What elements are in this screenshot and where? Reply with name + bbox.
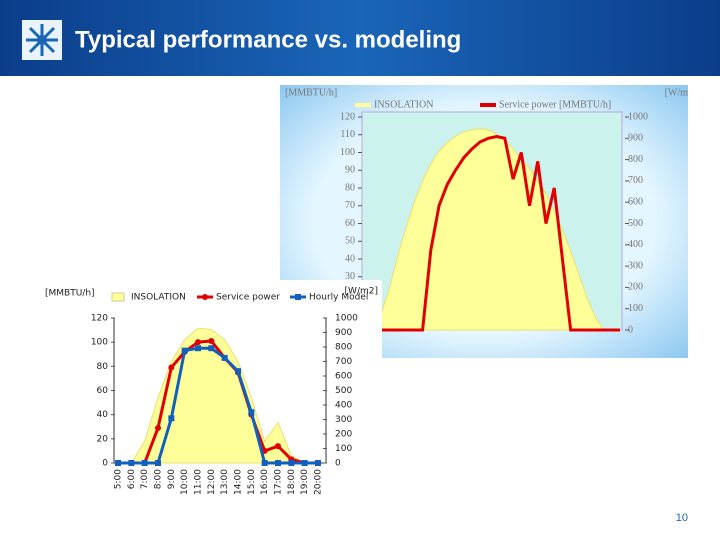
- x-tick-label: 8:00: [154, 469, 164, 489]
- point-marker: [115, 460, 121, 466]
- y-tick-label: 90: [345, 165, 355, 176]
- y-tick-label: 60: [97, 386, 109, 396]
- point-marker: [128, 460, 135, 466]
- point-marker: [155, 424, 161, 431]
- y2-tick-label: 600: [628, 196, 643, 207]
- legend-label: Hourly Model: [309, 293, 368, 303]
- front-chart: 0 20 40 60 80 100 120 0 100 200 300 400 500 600 700 800…: [30, 280, 382, 502]
- back-chart: 30 40 50 60 70 80 90 100 110 120 0 100 200 300 400 500 6…: [280, 85, 688, 358]
- x-tick-label: 11:00: [194, 469, 204, 495]
- point-marker: [168, 364, 175, 371]
- point-marker: [208, 337, 215, 344]
- y2-tick-label: 700: [335, 357, 352, 367]
- legend-marker: [202, 294, 208, 300]
- point-marker: [155, 460, 161, 466]
- legend-label: Service power: [216, 293, 280, 303]
- x-tick-label: 16:00: [260, 469, 270, 495]
- page-number: 10: [676, 512, 688, 524]
- y-tick-label: 110: [340, 129, 355, 140]
- header-bar: [0, 0, 720, 76]
- point-marker: [301, 460, 308, 466]
- y2-axis-title: [W/m: [665, 87, 689, 98]
- point-marker: [208, 345, 215, 352]
- x-tick-label: 12:00: [207, 469, 217, 495]
- y2-tick-label: 100: [628, 303, 643, 314]
- y2-tick-label: 200: [335, 430, 352, 440]
- y-axis-title: [MMBTU/h]: [285, 87, 337, 98]
- y-tick-label: 0: [102, 459, 108, 469]
- point-marker: [195, 339, 201, 346]
- x-tick-label: 5:00: [114, 469, 124, 489]
- y-tick-label: 100: [340, 147, 355, 158]
- point-marker: [288, 460, 295, 466]
- x-tick-label: 15:00: [247, 469, 257, 495]
- x-tick-label: 7:00: [140, 469, 150, 489]
- x-tick-label: 14:00: [234, 469, 244, 495]
- y-tick-label: 100: [91, 338, 108, 348]
- y2-tick-label: 200: [628, 282, 643, 293]
- y-tick-label: 40: [345, 253, 355, 264]
- x-tick-label: 13:00: [220, 469, 230, 495]
- x-tick-label: 20:00: [314, 469, 324, 495]
- y2-tick-label: 1000: [335, 314, 358, 324]
- y2-tick-label: 500: [335, 386, 352, 396]
- y2-tick-label: 300: [628, 260, 643, 271]
- y-tick-label: 20: [97, 434, 109, 444]
- y2-tick-label: 0: [628, 324, 633, 335]
- y2-tick-label: 800: [335, 343, 352, 353]
- point-marker: [195, 345, 201, 352]
- y-tick-label: 80: [97, 362, 109, 372]
- point-marker: [168, 415, 175, 422]
- y2-tick-label: 900: [628, 133, 643, 144]
- y-tick-label: 80: [345, 182, 355, 193]
- y2-tick-label: 400: [335, 401, 352, 411]
- y-axis-title: [MMBTU/h]: [45, 289, 95, 299]
- y2-tick-label: 900: [335, 328, 352, 338]
- y-tick-label: 70: [345, 200, 355, 211]
- x-tick-label: 18:00: [287, 469, 297, 495]
- point-marker: [235, 368, 241, 375]
- y2-tick-label: 100: [335, 444, 352, 454]
- series-line: [365, 134, 620, 332]
- legend-swatch: [111, 292, 125, 302]
- series-line: [118, 346, 318, 465]
- y2-tick-label: 700: [628, 175, 643, 186]
- y-tick-label: 40: [97, 410, 109, 420]
- x-tick-label: 17:00: [274, 469, 284, 495]
- x-tick-label: 19:00: [300, 469, 310, 495]
- y2-tick-label: 500: [628, 218, 643, 229]
- point-marker: [248, 409, 255, 416]
- y-tick-label: 120: [91, 314, 108, 324]
- x-tick-label: 10:00: [180, 469, 190, 495]
- legend-marker: [295, 294, 301, 300]
- y2-tick-label: 600: [335, 372, 352, 382]
- point-marker: [261, 460, 268, 466]
- point-marker: [221, 354, 228, 361]
- x-tick-label: 9:00: [167, 469, 177, 489]
- y-tick-label: 60: [345, 218, 355, 229]
- point-marker: [315, 460, 321, 466]
- point-marker: [275, 443, 281, 450]
- y-tick-label: 30: [345, 271, 355, 282]
- y2-axis-title: [W/m2]: [345, 287, 378, 297]
- legend-label: INSOLATION: [374, 99, 433, 110]
- y-tick-label: 120: [340, 111, 355, 122]
- point-marker: [181, 347, 188, 354]
- legend-label: Service power [MMBTU/h]: [499, 99, 611, 110]
- x-tick-label: 6:00: [127, 469, 137, 489]
- y2-tick-label: 400: [628, 239, 643, 250]
- logo: [22, 20, 62, 60]
- slide-title: Typical performance vs. modeling: [75, 26, 461, 53]
- point-marker: [141, 460, 148, 466]
- point-marker: [275, 460, 281, 466]
- y2-tick-label: 0: [335, 459, 341, 469]
- y2-tick-label: 800: [628, 154, 643, 165]
- y-tick-label: 50: [345, 236, 355, 247]
- series-line: [118, 339, 318, 465]
- y2-tick-label: 300: [335, 415, 352, 425]
- y2-tick-label: 1000: [628, 111, 648, 122]
- legend-label: INSOLATION: [131, 293, 186, 303]
